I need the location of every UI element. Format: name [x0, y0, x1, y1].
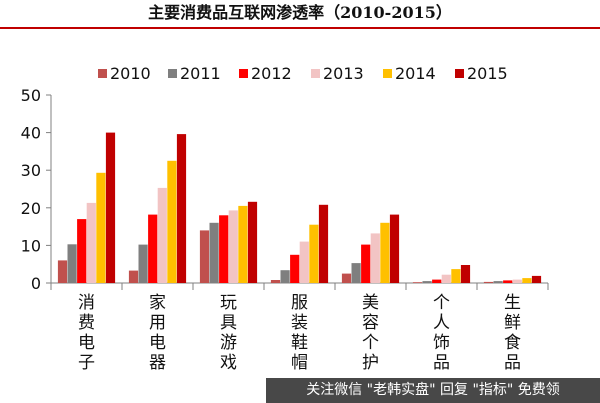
category-label: 生鲜食品 [504, 293, 521, 373]
bar-2013-1 [157, 187, 167, 283]
category-label: 玩具游戏 [220, 293, 237, 373]
category-label: 个人饰品 [433, 293, 450, 373]
bar-2010-6 [483, 281, 494, 283]
bar-2012-1 [148, 214, 158, 283]
bar-2015-2 [247, 201, 258, 283]
y-tick-label: 0 [31, 274, 41, 293]
bar-2011-3 [280, 270, 290, 283]
bar-2010-1 [128, 270, 139, 283]
bar-2014-6 [522, 278, 532, 283]
legend-swatch-2013 [311, 69, 320, 78]
bar-2015-1 [176, 134, 187, 283]
legend-swatch-2010 [98, 69, 107, 78]
bar-2012-3 [290, 254, 300, 283]
bar-2011-1 [138, 244, 148, 283]
chart-title: 主要消费品互联网渗透率（2010-2015） [148, 3, 452, 22]
bar-2014-5 [451, 269, 461, 283]
category-label: 消费电子 [78, 293, 95, 373]
bar-2014-3 [309, 224, 319, 283]
bar-2012-2 [219, 215, 229, 283]
bar-2014-4 [380, 222, 390, 283]
y-tick-label: 20 [21, 199, 41, 218]
bar-2011-4 [351, 263, 361, 283]
legend-label-2013: 2013 [323, 64, 364, 83]
watermark-banner: 关注微信 "老韩实盘" 回复 "指标" 免费领 [266, 378, 600, 403]
bar-2015-3 [318, 204, 329, 283]
bar-2014-1 [167, 160, 177, 283]
bar-2014-2 [238, 205, 248, 283]
title-divider [0, 27, 600, 29]
bar-2012-0 [77, 219, 87, 283]
bar-2011-2 [209, 222, 219, 283]
bar-2013-4 [370, 233, 380, 283]
y-tick-label: 40 [21, 124, 41, 143]
y-tick-label: 50 [21, 86, 41, 105]
bar-2012-4 [361, 244, 371, 283]
bar-2013-5 [441, 274, 451, 283]
category-label: 家用电器 [149, 293, 166, 373]
bar-2010-2 [199, 230, 210, 283]
legend-swatch-2014 [383, 69, 392, 78]
legend-label-2012: 2012 [251, 64, 292, 83]
bar-2011-0 [67, 244, 77, 283]
bar-2010-4 [341, 273, 352, 283]
bar-2010-0 [57, 260, 68, 283]
legend-label-2014: 2014 [395, 64, 436, 83]
y-tick-label: 30 [21, 161, 41, 180]
bar-2015-0 [105, 132, 116, 283]
bar-2015-4 [389, 214, 400, 283]
bar-2013-2 [228, 210, 238, 283]
bar-2011-6 [493, 281, 503, 283]
bar-2010-5 [412, 282, 423, 283]
bar-2011-5 [422, 281, 432, 283]
category-label: 美容个护 [362, 293, 379, 373]
bar-2015-6 [531, 275, 542, 283]
bar-2013-0 [86, 202, 96, 283]
category-label: 服装鞋帽 [291, 293, 308, 373]
bar-2012-6 [503, 280, 513, 283]
bar-2015-5 [460, 265, 471, 283]
legend-swatch-2015 [455, 69, 464, 78]
legend-label-2011: 2011 [180, 64, 221, 83]
legend-swatch-2011 [168, 69, 177, 78]
bar-2014-0 [96, 172, 106, 283]
legend-label-2015: 2015 [467, 64, 508, 83]
legend-label-2010: 2010 [110, 64, 151, 83]
bar-2013-3 [299, 241, 309, 283]
bar-2012-5 [432, 279, 442, 283]
legend-swatch-2012 [239, 69, 248, 78]
bar-2010-3 [270, 280, 281, 283]
y-tick-label: 10 [21, 236, 41, 255]
bar-2013-6 [512, 279, 522, 283]
